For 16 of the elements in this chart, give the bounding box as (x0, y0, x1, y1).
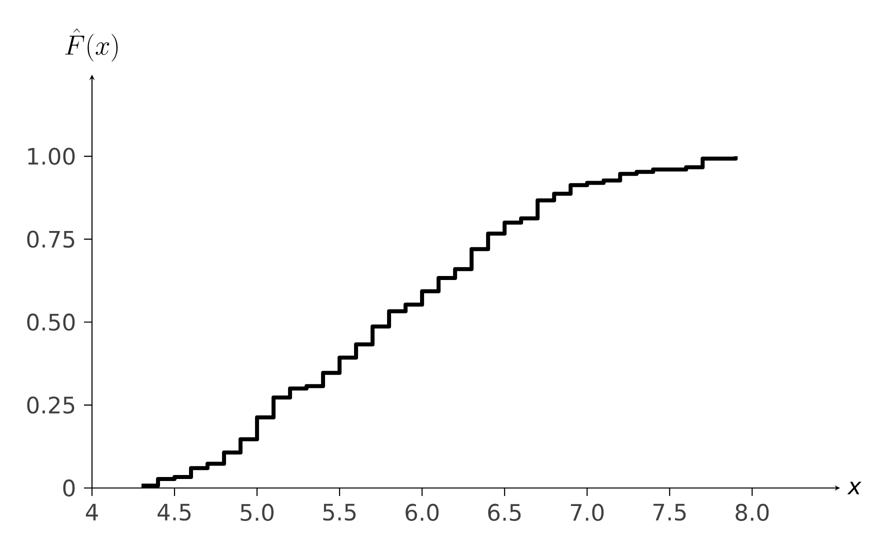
y-tick-label: 0.50 (27, 314, 75, 331)
x-tick-label: 8.0 (736, 504, 769, 521)
x-tick-label: 7.0 (570, 504, 604, 521)
y-tick-label: 0.25 (27, 396, 74, 414)
y-tick-label: 0.75 (27, 230, 74, 248)
x-tick-label: 6.0 (406, 504, 439, 521)
y-tick-label: 0 (63, 479, 75, 497)
y-axis-title: $\hat{F}(x)$ (65, 28, 118, 62)
x-tick-label: 4 (86, 504, 98, 520)
y-tick-label: 1.00 (28, 148, 75, 165)
x-tick-label: 5.5 (323, 504, 356, 521)
x-axis-title: x (847, 482, 862, 494)
x-tick-label: 6.5 (488, 504, 521, 521)
x-tick-label: 4.5 (158, 504, 191, 521)
x-tick-label: 5.0 (240, 504, 274, 521)
x-tick-label: 7.5 (653, 504, 686, 521)
